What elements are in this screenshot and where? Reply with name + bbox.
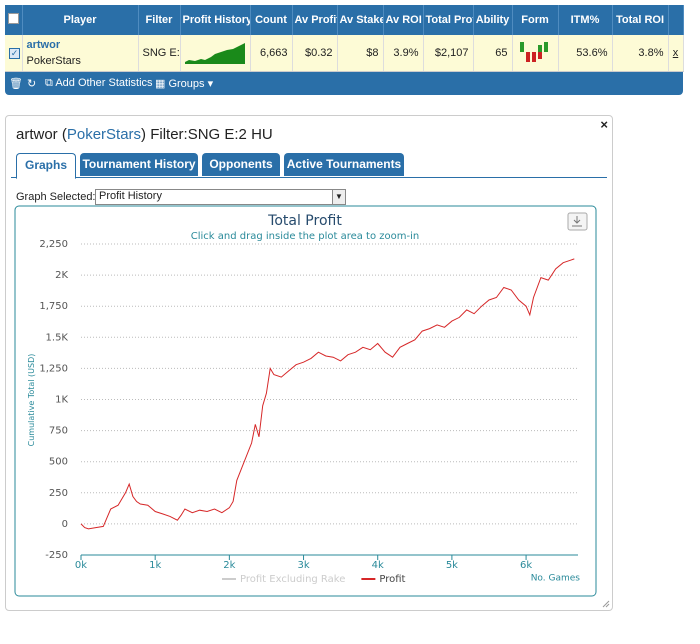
refresh-icon[interactable]: ↻ — [27, 78, 37, 90]
player-site: PokerStars — [26, 55, 81, 67]
x-tick-label: 2k — [223, 560, 235, 571]
y-tick-label: 500 — [49, 457, 68, 468]
y-tick-label: 2K — [55, 270, 68, 281]
chart-subtitle: Click and drag inside the plot area to z… — [191, 231, 419, 242]
x-tick-label: 1k — [149, 560, 161, 571]
form-cell — [512, 35, 559, 72]
itm-cell: 53.6% — [558, 35, 613, 72]
av-stake-cell: $8 — [337, 35, 384, 72]
tab-bar: Graphs Tournament History Opponents Acti… — [11, 152, 607, 179]
col-header[interactable]: Filter — [138, 5, 181, 35]
tab[interactable]: Tournament History — [80, 153, 198, 176]
graph-label: Graph Selected: — [16, 191, 96, 203]
count-cell: 6,663 — [250, 35, 293, 72]
legend-label[interactable]: Profit Excluding Rake — [240, 574, 345, 585]
col-header[interactable]: ITM% — [558, 5, 613, 35]
y-tick-label: 750 — [49, 426, 68, 437]
y-axis-title: Cumulative Total (USD) — [27, 354, 36, 447]
data-row: ✓ artwor PokerStars SNG E:2 I 6,663 $0.32… — [5, 35, 684, 72]
sparkline-cell — [180, 35, 251, 72]
tab[interactable]: Opponents — [202, 153, 280, 176]
col-header[interactable]: Player — [22, 5, 139, 35]
stats-table: Player Filter Profit History Count Av Pr… — [5, 5, 684, 72]
col-header[interactable]: Total Profi — [423, 5, 474, 35]
tab[interactable]: Graphs — [16, 153, 76, 179]
col-header[interactable]: Av Stake — [337, 5, 384, 35]
x-tick-label: 5k — [446, 560, 458, 571]
y-tick-label: 250 — [49, 488, 68, 499]
graph-select-value: Profit History — [99, 190, 162, 202]
add-stats-label: Add Other Statistics — [55, 77, 153, 89]
player-name[interactable]: artwor — [26, 39, 61, 51]
x-tick-label: 0k — [75, 560, 87, 571]
close-button[interactable]: × — [600, 117, 608, 132]
y-tick-label: 0 — [62, 519, 68, 530]
panel-title: artwor (PokerStars) Filter:SNG E:2 HU — [16, 126, 273, 143]
y-tick-label: -250 — [45, 550, 68, 561]
y-tick-label: 1.5K — [46, 332, 69, 343]
x-tick-label: 6k — [520, 560, 532, 571]
detail-panel: artwor (PokerStars) Filter:SNG E:2 HU × … — [5, 115, 613, 611]
x-tick-label: 3k — [297, 560, 309, 571]
header-row: Player Filter Profit History Count Av Pr… — [5, 5, 684, 35]
legend-label[interactable]: Profit — [379, 574, 405, 585]
chart-title: Total Profit — [267, 213, 342, 229]
col-header[interactable]: Profit History — [180, 5, 251, 35]
y-tick-label: 1,250 — [39, 363, 68, 374]
col-header — [668, 5, 684, 35]
site-link[interactable]: PokerStars — [66, 126, 142, 143]
y-tick-label: 1,750 — [39, 301, 68, 312]
title-text: ) Filter:SNG E:2 HU — [141, 126, 273, 143]
col-header[interactable]: Av Profit — [292, 5, 338, 35]
av-profit-cell: $0.32 — [292, 35, 338, 72]
graph-select[interactable]: Profit History ▼ — [95, 189, 346, 205]
groups-menu[interactable]: ▦ Groups ▾ — [155, 78, 214, 90]
remove-row[interactable]: x — [668, 35, 684, 72]
x-tick-label: 4k — [372, 560, 384, 571]
col-header[interactable]: Av ROI — [383, 5, 424, 35]
sparkline — [184, 42, 245, 64]
row-checkbox[interactable]: ✓ — [5, 35, 23, 72]
tab[interactable]: Active Tournaments — [284, 153, 404, 176]
select-all[interactable] — [5, 5, 23, 35]
delete-icon[interactable]: 🗑 — [9, 78, 23, 90]
ability-cell: 65 — [473, 35, 513, 72]
groups-label: Groups — [168, 78, 205, 90]
total-roi-cell: 3.8% — [612, 35, 669, 72]
y-tick-label: 1K — [55, 395, 68, 406]
form-bars — [519, 41, 548, 62]
profit-line — [80, 258, 575, 530]
x-axis-title: No. Games — [531, 574, 581, 584]
col-header[interactable]: Ability — [473, 5, 513, 35]
export-icon — [572, 216, 582, 227]
y-tick-label: 2,250 — [39, 239, 68, 250]
av-roi-cell: 3.9% — [383, 35, 424, 72]
col-header[interactable]: Count — [250, 5, 293, 35]
resize-grip[interactable] — [602, 600, 610, 608]
col-header[interactable]: Total ROI — [612, 5, 669, 35]
add-stats[interactable]: ⧉ Add Other Statistics — [45, 77, 153, 89]
total-profit-cell: $2,107 — [423, 35, 474, 72]
toolbar: 🗑 ↻ ⧉ Add Other Statistics ▦ Groups ▾ — [5, 72, 683, 95]
title-text: artwor ( — [16, 126, 67, 143]
chart-frame — [14, 205, 597, 597]
col-header[interactable]: Form — [512, 5, 559, 35]
filter-cell: SNG E:2 I — [138, 35, 181, 72]
